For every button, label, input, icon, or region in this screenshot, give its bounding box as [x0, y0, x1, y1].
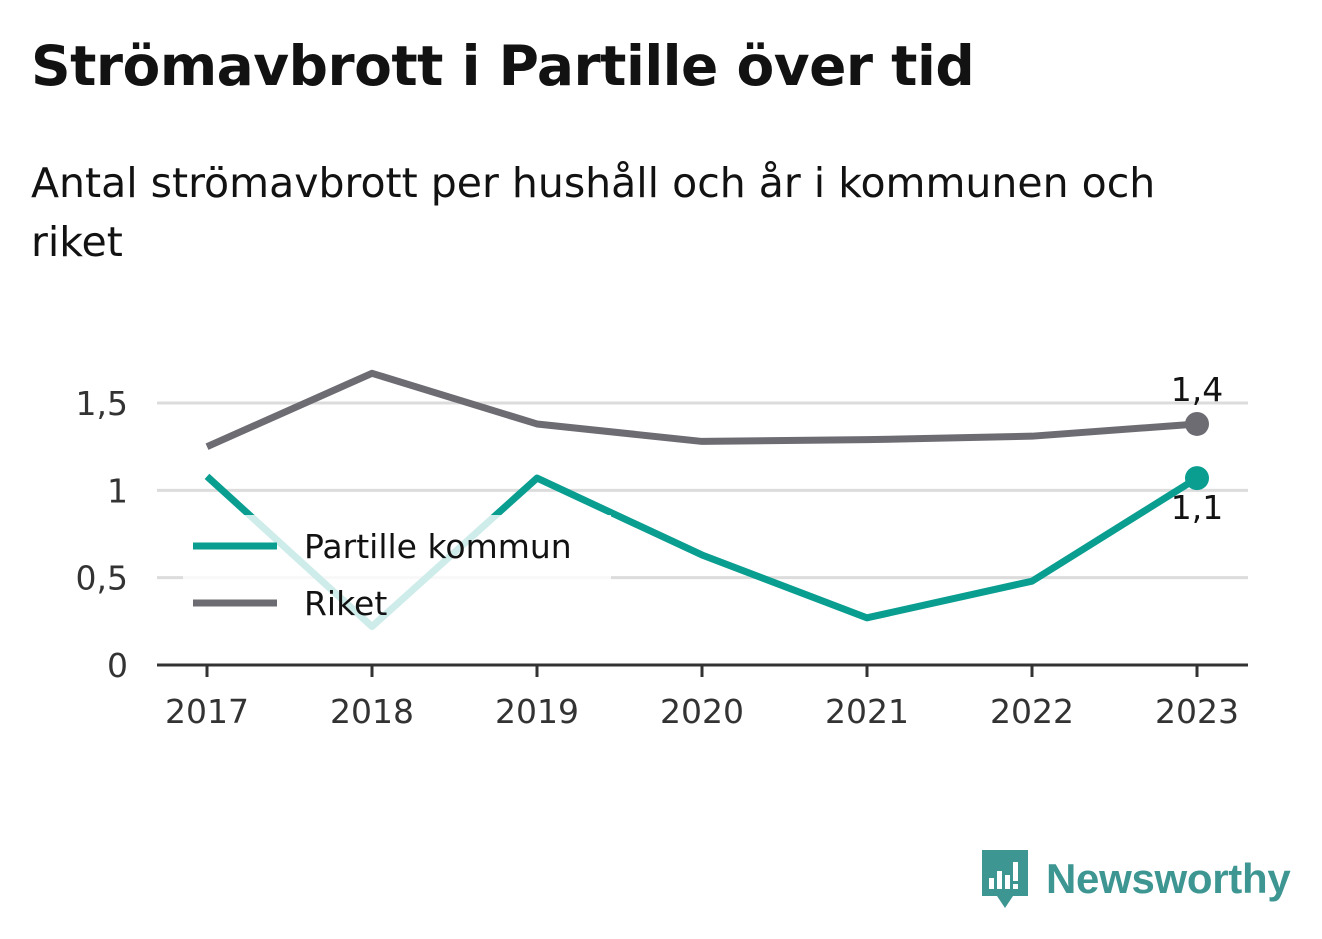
end-point-1 — [1185, 411, 1209, 436]
x-tick-label: 2021 — [825, 692, 909, 731]
end-points: 1,1 1,4 — [1171, 370, 1223, 527]
x-tick-label: 2022 — [990, 692, 1074, 731]
x-tick-label: 2023 — [1155, 692, 1239, 731]
legend: Partille kommun Riket — [183, 515, 611, 633]
y-tick-label: 1 — [107, 471, 128, 510]
y-tick-label: 1,5 — [76, 384, 128, 423]
bar-chart-speech-bubble-icon — [982, 850, 1028, 908]
newsworthy-logo: Newsworthy — [980, 848, 1291, 910]
end-value-label: 1,4 — [1171, 370, 1223, 409]
x-tick-label: 2019 — [495, 692, 579, 731]
brand-name: Newsworthy — [1046, 855, 1291, 902]
y-tick-label: 0 — [107, 646, 128, 685]
x-tick-label: 2020 — [660, 692, 744, 731]
y-tick-label: 0,5 — [76, 559, 128, 598]
x-axis-ticks: 2017 2018 2019 2020 2021 2022 2023 — [165, 665, 1239, 731]
y-axis-ticks: 0 0,5 1 1,5 — [76, 384, 128, 685]
chart-title: Strömavbrott i Partille över tid — [31, 34, 975, 98]
series-line-1 — [205, 369, 1198, 450]
legend-background — [183, 515, 611, 633]
legend-label: Riket — [304, 584, 387, 623]
chart-subtitle: Antal strömavbrott per hushåll och år i … — [31, 159, 1156, 266]
end-point-0 — [1185, 466, 1209, 491]
x-tick-label: 2017 — [165, 692, 249, 731]
x-tick-label: 2018 — [330, 692, 414, 731]
legend-label: Partille kommun — [304, 527, 572, 566]
end-value-label: 1,1 — [1171, 488, 1223, 527]
